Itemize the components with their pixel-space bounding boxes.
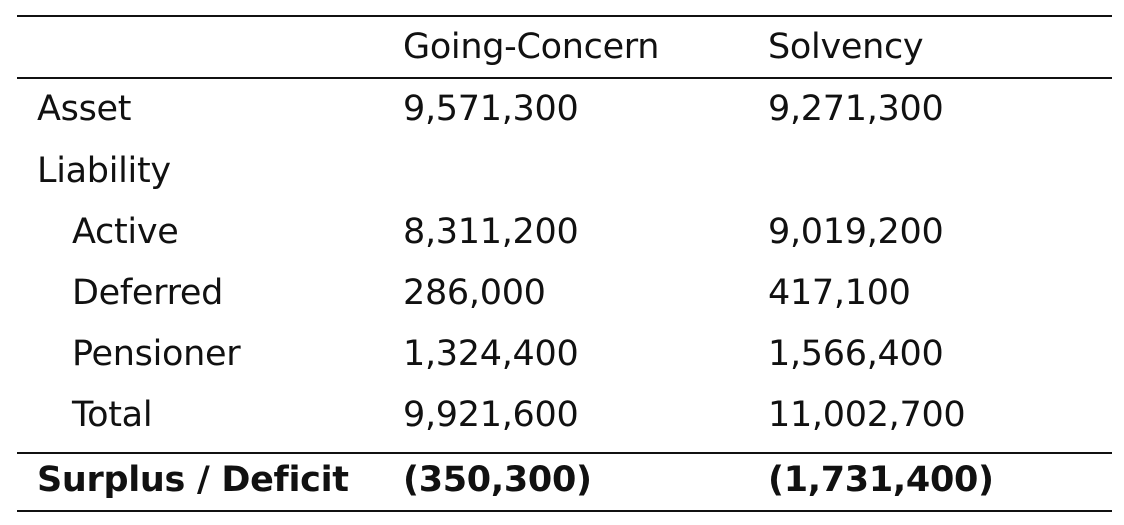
table-row-surplus-deficit: Surplus / Deficit (350,300) (1,731,400) — [0, 455, 1124, 505]
surplus-deficit-going-concern: (350,300) — [403, 460, 592, 500]
table-row-asset: Asset 9,571,300 9,271,300 — [0, 84, 1124, 134]
total-going-concern: 9,921,600 — [403, 395, 579, 435]
table-top-rule — [17, 15, 1112, 17]
header-solvency: Solvency — [768, 27, 924, 67]
asset-going-concern: 9,571,300 — [403, 89, 579, 129]
header-rule — [17, 77, 1112, 79]
deferred-going-concern: 286,000 — [403, 273, 546, 313]
header-going-concern: Going-Concern — [403, 27, 660, 67]
table-row-active: Active 8,311,200 9,019,200 — [0, 207, 1124, 257]
active-solvency: 9,019,200 — [768, 212, 944, 252]
row-label-total: Total — [72, 395, 153, 435]
row-label-surplus-deficit: Surplus / Deficit — [37, 460, 349, 500]
row-label-deferred: Deferred — [72, 273, 224, 313]
row-label-pensioner: Pensioner — [72, 334, 241, 374]
table-row-total: Total 9,921,600 11,002,700 — [0, 390, 1124, 440]
surplus-deficit-solvency: (1,731,400) — [768, 460, 994, 500]
pensioner-solvency: 1,566,400 — [768, 334, 944, 374]
deferred-solvency: 417,100 — [768, 273, 911, 313]
active-going-concern: 8,311,200 — [403, 212, 579, 252]
row-label-liability: Liability — [37, 151, 171, 191]
table-header-row: Going-Concern Solvency — [0, 22, 1124, 72]
pensioner-going-concern: 1,324,400 — [403, 334, 579, 374]
asset-solvency: 9,271,300 — [768, 89, 944, 129]
row-label-active: Active — [72, 212, 179, 252]
table-row-pensioner: Pensioner 1,324,400 1,566,400 — [0, 329, 1124, 379]
summary-rule — [17, 452, 1112, 454]
row-label-asset: Asset — [37, 89, 132, 129]
total-solvency: 11,002,700 — [768, 395, 966, 435]
table-bottom-rule — [17, 510, 1112, 512]
table-row-deferred: Deferred 286,000 417,100 — [0, 268, 1124, 318]
table-row-liability: Liability — [0, 146, 1124, 196]
